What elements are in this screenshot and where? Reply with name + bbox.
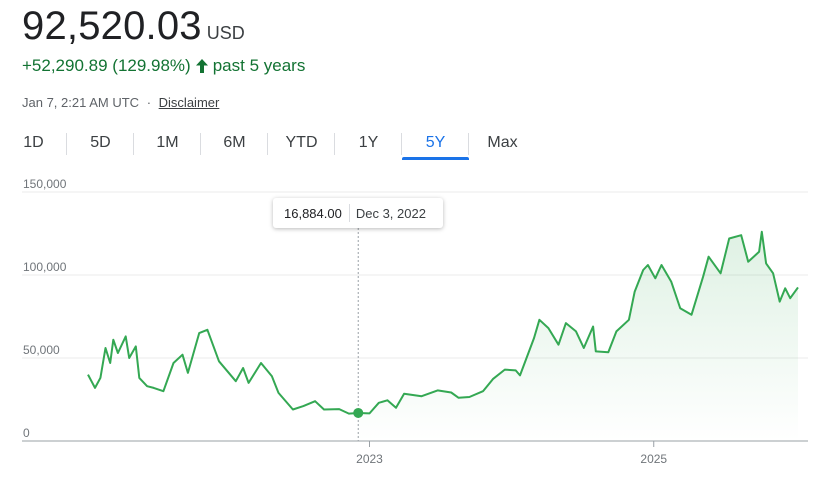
tab-max[interactable]: Max [469, 126, 536, 160]
hover-tooltip: 16,884.00 Dec 3, 2022 [273, 198, 443, 228]
price-change: +52,290.89 (129.98%) [22, 56, 191, 75]
tooltip-date: Dec 3, 2022 [355, 205, 426, 221]
current-price: 92,520.03 [22, 4, 202, 48]
tab-6m[interactable]: 6M [201, 126, 268, 160]
tab-1m[interactable]: 1M [134, 126, 201, 160]
tab-5y[interactable]: 5Y [402, 126, 469, 160]
tab-ytd[interactable]: YTD [268, 126, 335, 160]
quote-header: 92,520.03 USD [22, 4, 245, 49]
tab-1y[interactable]: 1Y [335, 126, 402, 160]
tab-divider [133, 133, 134, 155]
tab-label: Max [487, 134, 518, 151]
timestamp-row: Jan 7, 2:21 AM UTC · Disclaimer [22, 95, 219, 110]
tab-label: 6M [223, 134, 246, 151]
tab-label: YTD [285, 134, 318, 151]
arrow-up-icon [195, 59, 208, 73]
tab-divider [267, 133, 268, 155]
tab-label: 1Y [358, 134, 379, 151]
tab-label: 1M [156, 134, 179, 151]
tab-divider [200, 133, 201, 155]
meta-separator: · [146, 95, 152, 110]
x-tick-label: 2023 [356, 452, 383, 466]
change-period: past 5 years [212, 56, 306, 75]
price-change-row: +52,290.89 (129.98%) past 5 years [22, 56, 305, 76]
tab-label: 1D [23, 134, 44, 151]
y-tick-label: 100,000 [23, 260, 67, 274]
tab-divider [468, 133, 469, 155]
x-axis: 2023 2025 [356, 441, 667, 466]
y-axis-labels: 0 50,000 100,000 150,000 [23, 177, 67, 440]
hover-data-point [353, 407, 364, 418]
tab-divider [401, 133, 402, 155]
tab-1d[interactable]: 1D [0, 126, 67, 160]
x-tick-label: 2025 [640, 452, 667, 466]
time-range-tabs: 1D 5D 1M 6M YTD 1Y 5Y Max [0, 126, 536, 160]
y-tick-label: 150,000 [23, 177, 67, 191]
y-tick-label: 0 [23, 426, 30, 440]
tooltip-value: 16,884.00 [284, 205, 342, 221]
tab-divider [334, 133, 335, 155]
disclaimer-link[interactable]: Disclaimer [158, 95, 220, 110]
tab-5d[interactable]: 5D [67, 126, 134, 160]
tab-label: 5Y [425, 134, 446, 151]
quote-timestamp: Jan 7, 2:21 AM UTC [22, 95, 140, 110]
tooltip-divider [348, 204, 350, 222]
tab-label: 5D [90, 134, 111, 151]
price-line [87, 230, 799, 415]
y-tick-label: 50,000 [23, 343, 60, 357]
tab-divider [66, 133, 67, 155]
currency-label: USD [206, 23, 245, 43]
